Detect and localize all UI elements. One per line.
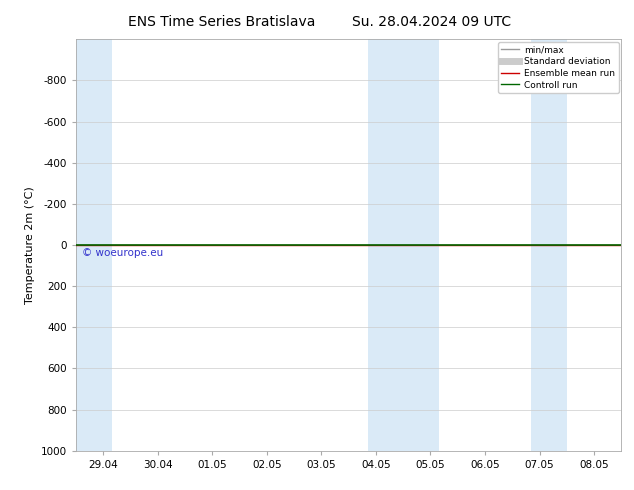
- Y-axis label: Temperature 2m (°C): Temperature 2m (°C): [25, 186, 36, 304]
- Bar: [531, 39, 567, 451]
- Text: © woeurope.eu: © woeurope.eu: [82, 248, 163, 258]
- Bar: [76, 39, 112, 451]
- Bar: [368, 39, 439, 451]
- Text: ENS Time Series Bratislava: ENS Time Series Bratislava: [128, 15, 316, 29]
- Text: Su. 28.04.2024 09 UTC: Su. 28.04.2024 09 UTC: [352, 15, 510, 29]
- Legend: min/max, Standard deviation, Ensemble mean run, Controll run: min/max, Standard deviation, Ensemble me…: [498, 42, 619, 93]
